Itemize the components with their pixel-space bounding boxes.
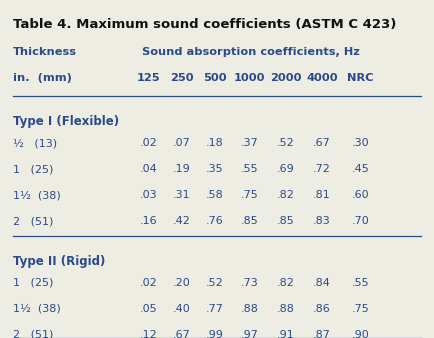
Text: 2   (51): 2 (51) [13,216,53,226]
Text: Type II (Rigid): Type II (Rigid) [13,255,105,268]
Text: .52: .52 [206,278,224,288]
Text: .02: .02 [139,138,157,148]
Text: Table 4. Maximum sound coefficients (ASTM C 423): Table 4. Maximum sound coefficients (AST… [13,18,396,31]
Text: .12: .12 [139,330,157,338]
Text: .77: .77 [206,304,224,314]
Text: .19: .19 [173,164,191,174]
Text: .37: .37 [240,138,258,148]
Text: .81: .81 [313,190,331,200]
Text: .55: .55 [352,278,370,288]
Text: 1½  (38): 1½ (38) [13,304,61,314]
Text: .67: .67 [173,330,191,338]
Text: .04: .04 [139,164,157,174]
Text: .35: .35 [206,164,224,174]
Text: .88: .88 [277,304,295,314]
Text: in.  (mm): in. (mm) [13,73,72,83]
Text: 4000: 4000 [306,73,338,83]
Text: .45: .45 [352,164,370,174]
Text: .16: .16 [139,216,157,226]
Text: .75: .75 [240,190,258,200]
Text: .87: .87 [313,330,331,338]
Text: .86: .86 [313,304,331,314]
Text: 1   (25): 1 (25) [13,164,53,174]
Text: 1   (25): 1 (25) [13,278,53,288]
Text: .82: .82 [277,278,295,288]
Text: .03: .03 [139,190,157,200]
Text: 1½  (38): 1½ (38) [13,190,61,200]
Text: 2000: 2000 [270,73,302,83]
Text: .05: .05 [139,304,157,314]
Text: .69: .69 [277,164,295,174]
Text: .85: .85 [240,216,258,226]
Text: .83: .83 [313,216,331,226]
Text: .18: .18 [206,138,224,148]
Text: Sound absorption coefficients, Hz: Sound absorption coefficients, Hz [142,47,360,57]
Text: .40: .40 [173,304,191,314]
Text: .99: .99 [206,330,224,338]
Text: .70: .70 [352,216,370,226]
Text: Type I (Flexible): Type I (Flexible) [13,116,119,128]
Text: .55: .55 [241,164,258,174]
Text: .07: .07 [173,138,191,148]
Text: Thickness: Thickness [13,47,77,57]
Text: .90: .90 [352,330,370,338]
Text: .42: .42 [173,216,191,226]
Text: .85: .85 [277,216,295,226]
Text: 1000: 1000 [234,73,265,83]
Text: .84: .84 [313,278,331,288]
Text: ½   (13): ½ (13) [13,138,57,148]
Text: .75: .75 [352,304,370,314]
Text: .30: .30 [352,138,370,148]
Text: .20: .20 [173,278,191,288]
Text: .02: .02 [139,278,157,288]
Text: 500: 500 [203,73,227,83]
Text: .91: .91 [277,330,295,338]
Text: 2   (51): 2 (51) [13,330,53,338]
Text: .76: .76 [206,216,224,226]
Text: NRC: NRC [348,73,374,83]
Text: .60: .60 [352,190,370,200]
Text: .97: .97 [240,330,258,338]
Text: .82: .82 [277,190,295,200]
Text: .58: .58 [206,190,224,200]
Text: .88: .88 [240,304,258,314]
Text: 125: 125 [136,73,160,83]
Text: .31: .31 [173,190,191,200]
Text: .67: .67 [313,138,331,148]
Text: 250: 250 [170,73,194,83]
Text: .52: .52 [277,138,295,148]
Text: .73: .73 [240,278,258,288]
Text: .72: .72 [313,164,331,174]
